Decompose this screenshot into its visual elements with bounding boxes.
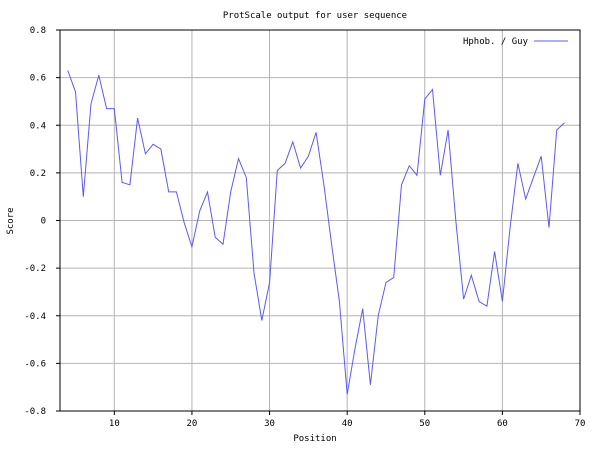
chart-title: ProtScale output for user sequence <box>223 11 407 21</box>
y-tick-label: -0.8 <box>24 407 46 417</box>
y-tick-label: 0.4 <box>30 121 46 131</box>
series-layer <box>67 70 565 395</box>
y-tick-label: 0.6 <box>30 74 46 84</box>
y-axis-ticks: -0.8 -0.6 -0.4 -0.2 0 0.2 0.4 0.6 0.8 <box>24 26 60 417</box>
x-axis-label: Position <box>293 434 336 444</box>
x-tick-label: 60 <box>497 419 508 429</box>
x-axis-ticks: 10 20 30 40 50 60 70 <box>109 411 586 429</box>
y-tick-label: 0.2 <box>30 169 46 179</box>
x-tick-label: 20 <box>187 419 198 429</box>
grid <box>60 29 581 412</box>
plot-frame <box>59 29 581 412</box>
y-tick-label: 0 <box>41 217 46 227</box>
legend: Hphob. / Guy <box>463 37 568 47</box>
x-tick-label: 10 <box>109 419 120 429</box>
y-tick-label: 0.8 <box>30 26 46 36</box>
x-tick-label: 50 <box>419 419 430 429</box>
y-tick-label: -0.4 <box>24 312 46 322</box>
y-tick-label: -0.2 <box>24 264 46 274</box>
series-line-0 <box>67 70 565 395</box>
y-tick-label: -0.6 <box>24 359 46 369</box>
x-tick-label: 30 <box>264 419 275 429</box>
x-tick-label: 70 <box>575 419 586 429</box>
y-axis-label: Score <box>6 207 16 234</box>
x-tick-label: 40 <box>342 419 353 429</box>
legend-label: Hphob. / Guy <box>463 37 529 47</box>
